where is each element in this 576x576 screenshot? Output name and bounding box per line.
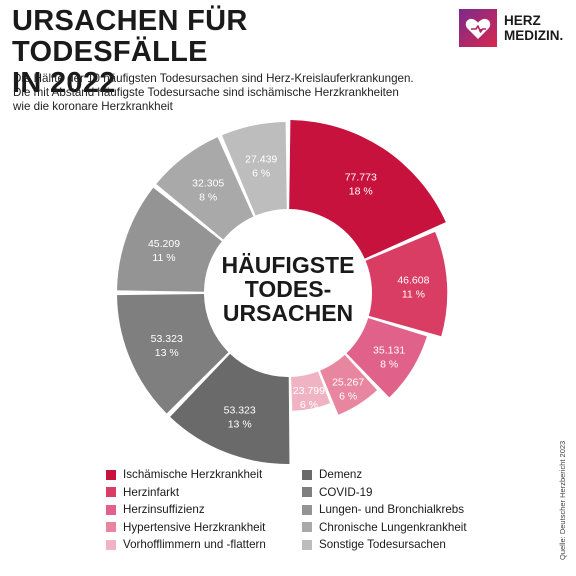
slice-value-label: 46.608 <box>397 275 429 287</box>
subtitle-line-2: Die mit Abstand häufigste Todesursache s… <box>13 85 399 99</box>
slice-demenz <box>170 353 290 464</box>
slice-percent-label: 11 % <box>402 289 425 301</box>
donut-labels: 77.773 18 % 46.608 11 % 35.131 8 % 25.267 6 % 23… <box>148 153 430 430</box>
slice-value-label: 27.439 <box>245 153 277 165</box>
legend-swatch <box>106 504 116 515</box>
legend-swatch <box>302 487 312 498</box>
subtitle-line-1: Die Hälfte der 10 häufigsten Todesursach… <box>13 72 414 85</box>
slice-herzinfarkt <box>365 231 448 337</box>
slice-value-label: 53.323 <box>224 404 256 416</box>
center-line-3: URSACHEN <box>223 300 353 326</box>
legend-label: Herzinfarkt <box>123 485 180 499</box>
legend-label: Ischämische Herzkrankheit <box>123 468 263 482</box>
legend-swatch <box>106 522 116 533</box>
legend-item-vorhofflimmern-und-flattern: Vorhofflimmern und -flattern <box>106 536 266 554</box>
source-note: Quelle: Deutscher Herzbericht 2023 <box>558 440 567 560</box>
slice-percent-label: 13 % <box>155 347 179 359</box>
slice-percent-label: 6 % <box>252 167 270 179</box>
legend-swatch <box>302 469 312 480</box>
slice-percent-label: 13 % <box>228 418 252 430</box>
title-line-2: IN 2022 <box>12 67 116 99</box>
legend-swatch <box>302 522 312 533</box>
legend-item-covid-19: COVID-19 <box>302 484 467 502</box>
legend-column-left: Ischämische Herzkrankheit Herzinfarkt Herz… <box>106 466 266 554</box>
slice-percent-label: 11 % <box>152 252 175 264</box>
slice-hypertensive-herzkrankheit <box>320 354 378 415</box>
slice-value-label: 53.323 <box>151 333 183 345</box>
legend-item-ischaemische-herzkrankheit: Ischämische Herzkrankheit <box>106 466 266 484</box>
slice-value-label: 23.799 <box>293 385 325 397</box>
legend-swatch <box>106 487 116 498</box>
slice-percent-label: 18 % <box>349 185 373 197</box>
slice-percent-label: 8 % <box>199 191 217 203</box>
slice-covid-19 <box>117 294 229 414</box>
legend-swatch <box>302 504 312 515</box>
slice-value-label: 35.131 <box>373 344 405 356</box>
slice-lungen-und-bronchialkrebs <box>117 187 222 292</box>
slice-value-label: 32.305 <box>192 177 224 189</box>
legend-item-chronische-lungenkrankheit: Chronische Lungenkrankheit <box>302 519 467 537</box>
page-title: URSACHEN FÜR TODESFÄLLE IN 2022 <box>12 6 432 99</box>
legend-label: Hypertensive Herzkrankheit <box>123 520 266 534</box>
brand-logo: HERZ MEDIZIN. <box>459 9 569 51</box>
legend-item-demenz: Demenz <box>302 466 467 484</box>
legend-label: Herzinsuffizienz <box>123 503 205 517</box>
title-line-1: URSACHEN FÜR TODESFÄLLE <box>12 5 248 68</box>
legend-swatch <box>106 539 116 550</box>
legend-label: Chronische Lungenkrankheit <box>319 520 467 534</box>
legend-label: Sonstige Todesursachen <box>319 538 446 552</box>
slice-vorhofflimmern-und-flattern <box>291 371 331 411</box>
legend-label: Demenz <box>319 468 363 482</box>
center-line-2: TODES- <box>245 276 331 302</box>
donut-slices <box>117 120 448 464</box>
slice-percent-label: 8 % <box>380 358 398 370</box>
slice-value-label: 25.267 <box>332 376 364 388</box>
slice-value-label: 77.773 <box>345 171 377 183</box>
legend-label: COVID-19 <box>319 485 373 499</box>
legend-item-hypertensive-herzkrankheit: Hypertensive Herzkrankheit <box>106 519 266 537</box>
slice-ischaemische-herzkrankheit <box>289 120 446 259</box>
legend-column-right: Demenz COVID-19 Lungen- und Bronchialkrebs… <box>302 466 467 554</box>
legend-label: Lungen- und Bronchialkrebs <box>319 503 465 517</box>
legend-item-herzinfarkt: Herzinfarkt <box>106 484 266 502</box>
slice-chronische-lungenkrankheit <box>156 137 254 240</box>
slice-value-label: 45.209 <box>148 238 180 250</box>
logo-line-1: HERZ <box>504 13 541 28</box>
subtitle-line-3: wie die koronare Herzkrankheit <box>13 99 173 113</box>
slice-percent-label: 6 % <box>339 390 357 402</box>
center-line-1: HÄUFIGSTE <box>222 252 355 278</box>
logo-line-2: MEDIZIN. <box>504 28 564 43</box>
slice-herzinsuffizienz <box>346 318 427 398</box>
legend-label: Vorhofflimmern und -flattern <box>123 538 266 552</box>
page-subtitle: Die Hälfte der 10 häufigsten Todesursach… <box>13 72 453 113</box>
slice-percent-label: 6 % <box>300 399 318 411</box>
slice-sonstige-todesursachen <box>221 122 287 216</box>
legend-swatch <box>302 539 312 550</box>
heart-logo-icon <box>459 9 497 47</box>
legend-item-sonstige-todesursachen: Sonstige Todesursachen <box>302 536 467 554</box>
legend-swatch <box>106 469 116 480</box>
logo-wordmark: HERZ MEDIZIN. <box>504 13 563 43</box>
legend-item-herzinsuffizienz: Herzinsuffizienz <box>106 501 266 519</box>
legend-item-lungen-und-bronchialkrebs: Lungen- und Bronchialkrebs <box>302 501 467 519</box>
